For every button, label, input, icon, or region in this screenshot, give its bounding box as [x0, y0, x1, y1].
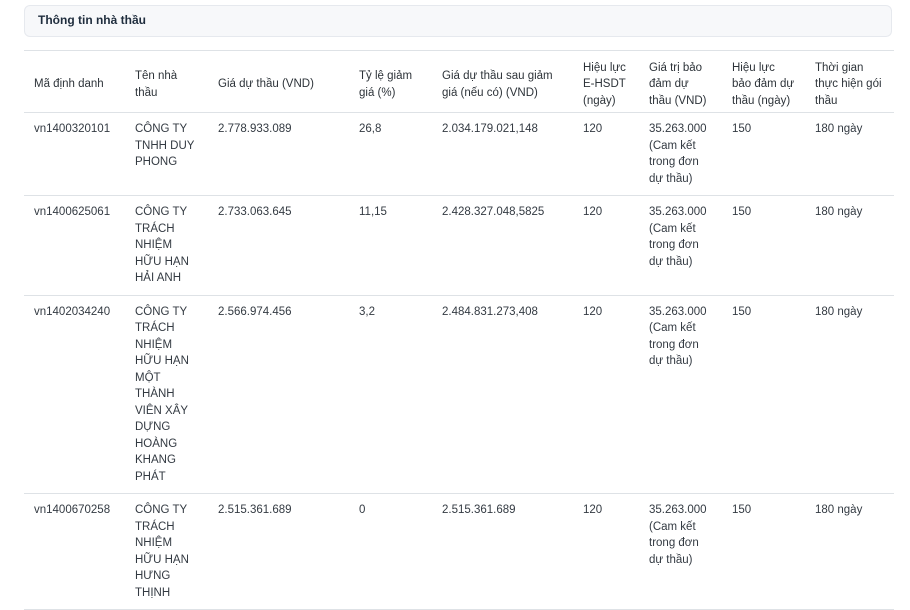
table-row: vn1400625061 CÔNG TY TRÁCH NHIỆM HỮU HẠN… — [24, 195, 894, 296]
cell-id: vn1400625061 — [24, 195, 125, 296]
header-guarantee-value: Giá trị bảo đảm dự thầu (VND) — [639, 50, 722, 113]
cell-name: CÔNG TY TRÁCH NHIỆM HỮU HẠN HƯNG THỊNH — [125, 493, 208, 610]
cell-ehsdt-validity: 120 — [573, 195, 639, 296]
header-discount-rate: Tỷ lệ giảm giá (%) — [349, 50, 432, 113]
header-row: Mã định danh Tên nhà thầu Giá dự thầu (V… — [24, 50, 894, 113]
cell-duration: 180 ngày — [805, 493, 894, 610]
cell-price-after-discount: 2.428.327.048,5825 — [432, 195, 573, 296]
cell-guarantee-value: 35.263.000 (Cam kết trong đơn dự thầu) — [639, 493, 722, 610]
cell-id: vn1400670258 — [24, 493, 125, 610]
cell-ehsdt-validity: 120 — [573, 112, 639, 196]
cell-id: vn1400320101 — [24, 112, 125, 196]
cell-bid-price: 2.515.361.689 — [208, 493, 349, 610]
header-duration: Thời gian thực hiện gói thầu — [805, 50, 894, 113]
table-row: vn1400670258 CÔNG TY TRÁCH NHIỆM HỮU HẠN… — [24, 493, 894, 610]
cell-guarantee-validity: 150 — [722, 493, 805, 610]
cell-name: CÔNG TY TNHH DUY PHONG — [125, 112, 208, 196]
bidders-table: Mã định danh Tên nhà thầu Giá dự thầu (V… — [24, 50, 894, 610]
panel-title: Thông tin nhà thầu — [38, 13, 146, 27]
cell-price-after-discount: 2.484.831.273,408 — [432, 295, 573, 494]
table-body: vn1400320101 CÔNG TY TNHH DUY PHONG 2.77… — [24, 112, 894, 610]
cell-discount-rate: 26,8 — [349, 112, 432, 196]
header-price-after-discount: Giá dự thầu sau giảm giá (nếu có) (VND) — [432, 50, 573, 113]
table-row: vn1400320101 CÔNG TY TNHH DUY PHONG 2.77… — [24, 112, 894, 196]
cell-bid-price: 2.566.974.456 — [208, 295, 349, 494]
table-row: vn1402034240 CÔNG TY TRÁCH NHIỆM HỮU HẠN… — [24, 295, 894, 494]
cell-price-after-discount: 2.034.179.021,148 — [432, 112, 573, 196]
cell-guarantee-value: 35.263.000 (Cam kết trong đơn dự thầu) — [639, 195, 722, 296]
cell-guarantee-validity: 150 — [722, 295, 805, 494]
cell-guarantee-validity: 150 — [722, 195, 805, 296]
contractor-info-panel-header[interactable]: Thông tin nhà thầu — [24, 5, 892, 37]
cell-discount-rate: 11,15 — [349, 195, 432, 296]
cell-guarantee-validity: 150 — [722, 112, 805, 196]
header-ehsdt-validity: Hiệu lực E-HSDT (ngày) — [573, 50, 639, 113]
cell-bid-price: 2.733.063.645 — [208, 195, 349, 296]
cell-id: vn1402034240 — [24, 295, 125, 494]
cell-duration: 180 ngày — [805, 195, 894, 296]
cell-guarantee-value: 35.263.000 (Cam kết trong đơn dự thầu) — [639, 295, 722, 494]
cell-price-after-discount: 2.515.361.689 — [432, 493, 573, 610]
header-guarantee-validity: Hiệu lực bảo đảm dự thầu (ngày) — [722, 50, 805, 113]
cell-duration: 180 ngày — [805, 112, 894, 196]
cell-duration: 180 ngày — [805, 295, 894, 494]
cell-guarantee-value: 35.263.000 (Cam kết trong đơn dự thầu) — [639, 112, 722, 196]
cell-name: CÔNG TY TRÁCH NHIỆM HỮU HẠN HẢI ANH — [125, 195, 208, 296]
cell-discount-rate: 0 — [349, 493, 432, 610]
cell-name: CÔNG TY TRÁCH NHIỆM HỮU HẠN MỘT THÀNH VI… — [125, 295, 208, 494]
header-bid-price: Giá dự thầu (VND) — [208, 50, 349, 113]
header-name: Tên nhà thầu — [125, 50, 208, 113]
table-header: Mã định danh Tên nhà thầu Giá dự thầu (V… — [24, 50, 894, 113]
cell-bid-price: 2.778.933.089 — [208, 112, 349, 196]
header-id: Mã định danh — [24, 50, 125, 113]
cell-discount-rate: 3,2 — [349, 295, 432, 494]
cell-ehsdt-validity: 120 — [573, 493, 639, 610]
cell-ehsdt-validity: 120 — [573, 295, 639, 494]
